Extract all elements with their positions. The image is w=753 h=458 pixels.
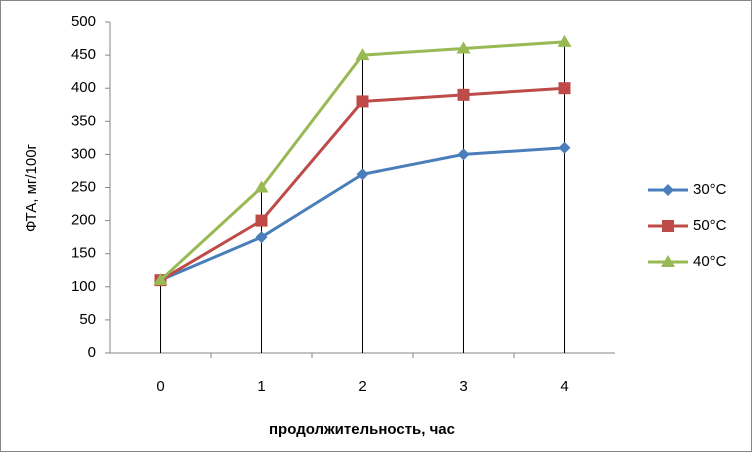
x-axis-label: продолжительность, час [269, 421, 455, 438]
y-tick-label: 250 [71, 178, 96, 195]
legend-label: 30°C [693, 181, 727, 198]
legend-marker [662, 184, 674, 196]
marker [356, 168, 369, 181]
marker [557, 34, 572, 47]
legend-label: 50°C [693, 217, 727, 234]
marker [254, 180, 269, 193]
y-tick-label: 300 [71, 145, 96, 162]
marker [558, 141, 571, 154]
y-tick-label: 500 [71, 13, 96, 30]
y-tick-label: 200 [71, 212, 96, 229]
marker [355, 48, 370, 61]
marker [558, 82, 571, 95]
y-tick-label: 450 [71, 46, 96, 63]
y-tick-label: 0 [88, 344, 96, 361]
y-axis-label: ФТА, мг/100г [23, 143, 40, 232]
y-tick-label: 150 [71, 245, 96, 262]
y-tick-label: 350 [71, 112, 96, 129]
marker [255, 231, 268, 244]
marker [457, 148, 470, 161]
legend-marker [662, 220, 674, 232]
x-tick-label: 1 [257, 378, 265, 395]
marker [457, 88, 470, 101]
marker [255, 214, 268, 227]
marker [356, 95, 369, 108]
x-tick-label: 2 [358, 378, 366, 395]
x-tick-label: 4 [560, 378, 568, 395]
y-tick-label: 50 [79, 311, 96, 328]
x-tick-label: 3 [459, 378, 467, 395]
x-tick-label: 0 [156, 378, 164, 395]
y-tick-label: 400 [71, 79, 96, 96]
marker [456, 41, 471, 54]
y-tick-label: 100 [71, 278, 96, 295]
legend-label: 40°C [693, 253, 727, 270]
legend-marker [661, 255, 675, 267]
marker [153, 273, 168, 286]
